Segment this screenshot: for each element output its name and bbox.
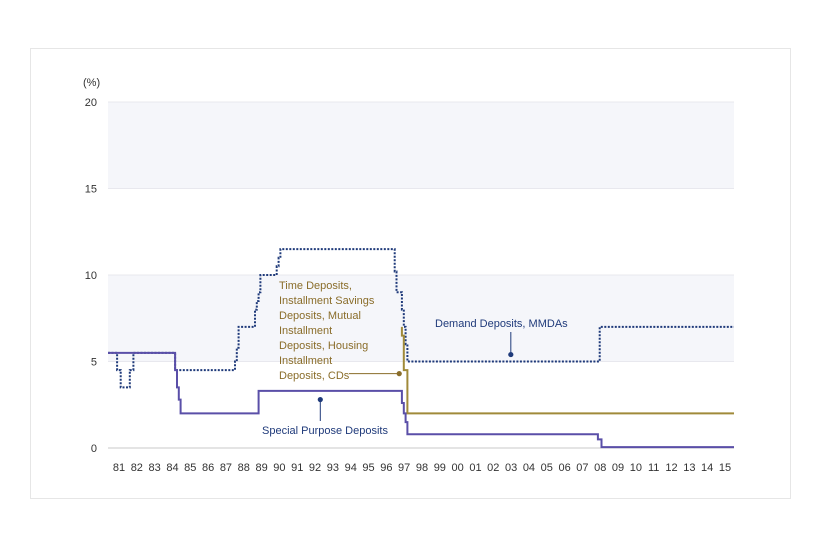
grid-band xyxy=(108,275,734,362)
annotation-marker xyxy=(508,351,514,358)
x-tick-label: 09 xyxy=(612,462,624,474)
y-tick-label: 5 xyxy=(91,357,97,369)
x-tick-label: 94 xyxy=(345,462,357,474)
x-tick-label: 13 xyxy=(683,462,695,474)
x-tick-label: 11 xyxy=(648,462,659,474)
annotation-label: Time Deposits, xyxy=(279,280,352,292)
x-tick-label: 97 xyxy=(398,462,410,474)
series-lines xyxy=(108,248,734,449)
x-tick-label: 90 xyxy=(273,462,285,474)
x-tick-label: 85 xyxy=(184,462,196,474)
x-tick-label: 02 xyxy=(487,462,499,474)
x-tick-label: 83 xyxy=(149,462,161,474)
x-tick-label: 00 xyxy=(452,462,464,474)
grid-band xyxy=(108,188,734,275)
x-tick-label: 07 xyxy=(576,462,588,474)
annotations: Time Deposits, Installment Savings Deposit… xyxy=(262,280,568,437)
x-tick-label: 82 xyxy=(131,462,143,474)
x-tick-label: 99 xyxy=(434,462,446,474)
y-tick-label: 20 xyxy=(85,97,97,109)
x-tick-label: 15 xyxy=(719,462,731,474)
x-tick-label: 01 xyxy=(469,462,481,474)
series-line xyxy=(108,351,734,449)
annotation-label: Deposits, CDs xyxy=(279,370,350,382)
annotation-label: Installment Savings xyxy=(279,295,375,307)
y-tick-label: 15 xyxy=(85,184,97,196)
grid-bands xyxy=(108,101,734,449)
x-tick-label: 81 xyxy=(113,462,125,474)
series-line xyxy=(400,326,734,415)
x-tick-label: 88 xyxy=(238,462,250,474)
x-tick-label: 91 xyxy=(291,462,303,474)
annotation-label: Installment xyxy=(279,325,332,337)
x-tick-label: 86 xyxy=(202,462,214,474)
x-tick-label: 05 xyxy=(541,462,553,474)
y-axis-label: (%) xyxy=(83,77,100,89)
x-tick-label: 87 xyxy=(220,462,232,474)
x-tick-label: 84 xyxy=(166,462,178,474)
x-tick-label: 92 xyxy=(309,462,321,474)
series-line xyxy=(108,248,734,389)
y-axis-ticks: 0 5 10 15 20 xyxy=(85,97,97,455)
annotation-marker xyxy=(396,371,402,377)
annotation-label: Installment xyxy=(279,355,332,367)
x-tick-label: 95 xyxy=(362,462,374,474)
x-tick-label: 93 xyxy=(327,462,339,474)
x-tick-label: 06 xyxy=(558,462,570,474)
x-tick-label: 10 xyxy=(630,462,642,474)
x-tick-label: 96 xyxy=(380,462,392,474)
x-tick-label: 12 xyxy=(665,462,677,474)
annotation-label: Demand Deposits, MMDAs xyxy=(435,318,568,330)
x-tick-label: 08 xyxy=(594,462,606,474)
annotation-label: Special Purpose Deposits xyxy=(262,425,388,437)
x-axis-ticks: 81 82 83 84 85 86 87 88 89 90 91 92 93 94 95 96 97 98 99 00… xyxy=(113,462,731,474)
annotation-label: Deposits, Mutual xyxy=(279,310,361,322)
y-tick-label: 10 xyxy=(85,270,97,282)
x-tick-label: 89 xyxy=(255,462,267,474)
x-tick-label: 14 xyxy=(701,462,713,474)
annotation-label: Deposits, Housing xyxy=(279,340,368,352)
y-tick-label: 0 xyxy=(91,443,97,455)
chart-frame: (%) 0 5 10 15 20 81 82 83 84 85 86 87 88 89 90 91 92 93 9… xyxy=(30,48,791,499)
x-tick-label: 04 xyxy=(523,462,535,474)
x-tick-label: 98 xyxy=(416,462,428,474)
x-tick-label: 03 xyxy=(505,462,517,474)
grid-band xyxy=(108,102,734,189)
